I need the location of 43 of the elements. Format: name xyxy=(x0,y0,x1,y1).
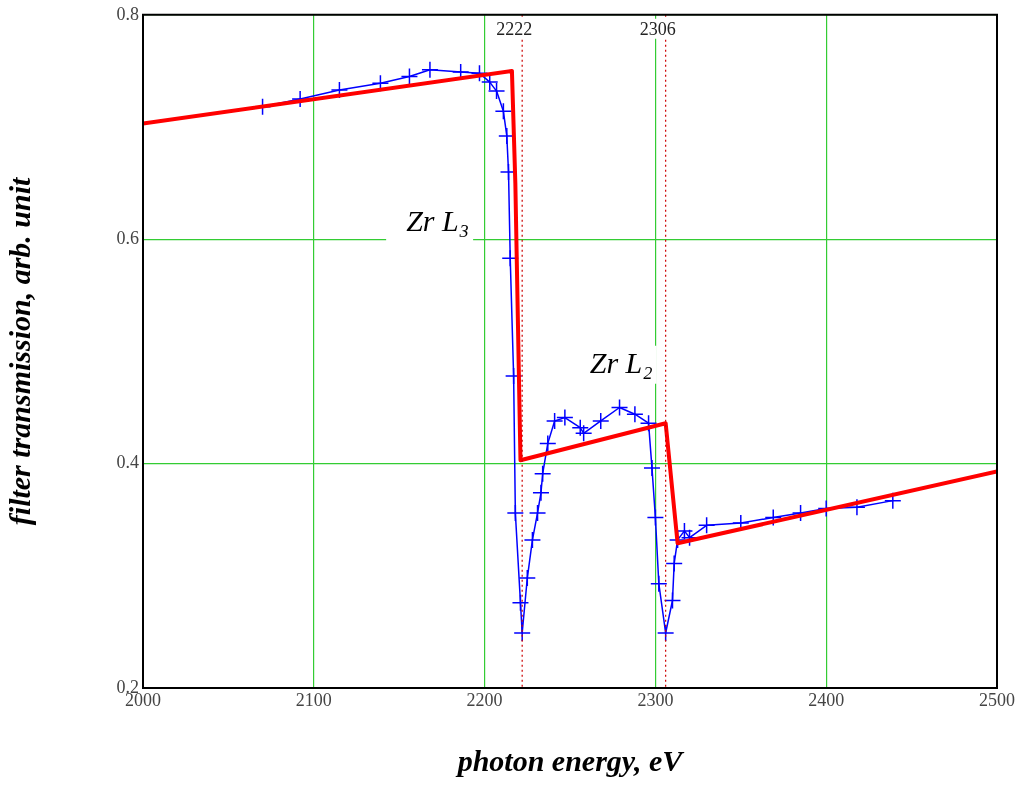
point xyxy=(504,367,523,385)
point xyxy=(513,624,531,642)
point xyxy=(764,508,782,527)
annotation: Zr L₂ xyxy=(589,345,653,379)
point xyxy=(506,504,525,522)
point xyxy=(643,459,661,477)
annotation: Zr L₃ xyxy=(406,204,470,238)
point xyxy=(665,554,683,573)
ref-line-label: 2222 xyxy=(496,18,533,39)
point xyxy=(518,569,537,587)
y-tick-label: 0.6 xyxy=(116,227,139,248)
x-tick-label: 2300 xyxy=(637,689,674,710)
point xyxy=(528,504,547,522)
point xyxy=(697,516,716,535)
point xyxy=(511,593,530,612)
point xyxy=(533,464,552,483)
point xyxy=(421,61,439,79)
point xyxy=(626,405,644,423)
x-tick-label: 2100 xyxy=(295,689,332,710)
point xyxy=(523,531,542,549)
point xyxy=(656,624,675,642)
x-tick-label: 2500 xyxy=(979,689,1015,710)
point xyxy=(650,574,668,593)
y-axis-title: filter transmission, arb. unit xyxy=(2,175,36,526)
point xyxy=(591,412,610,430)
point xyxy=(574,424,593,443)
point xyxy=(571,418,589,437)
point xyxy=(539,434,557,453)
point xyxy=(494,102,513,121)
point xyxy=(646,508,665,527)
point xyxy=(663,591,682,610)
x-tick-label: 2400 xyxy=(808,689,845,710)
y-tick-label: 0.4 xyxy=(116,452,139,473)
point xyxy=(532,484,550,502)
ref-line-label: 2306 xyxy=(639,18,676,39)
x-axis-title: photon energy, eV xyxy=(454,743,686,777)
point xyxy=(639,414,658,432)
x-tick-label: 2200 xyxy=(466,689,503,710)
point xyxy=(400,67,419,86)
point xyxy=(610,398,629,417)
y-tick-label: 0.8 xyxy=(116,3,139,24)
point xyxy=(545,412,564,430)
point xyxy=(556,408,574,427)
